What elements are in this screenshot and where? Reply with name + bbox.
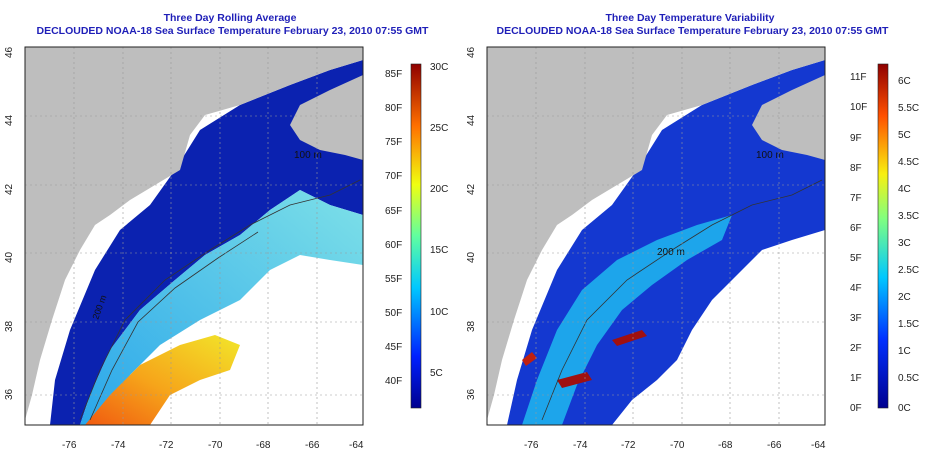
colorbar-c-label: 2.5C	[898, 265, 919, 276]
colorbar-f-label: 45F	[385, 342, 402, 353]
right-title-line2: DECLOUDED NOAA-18 Sea Surface Temperatur…	[496, 25, 889, 37]
colorbar-f-label: 6F	[850, 223, 862, 234]
lat-tick: 38	[466, 320, 477, 332]
variability-shelf	[522, 215, 732, 425]
variability-hotspot	[557, 372, 592, 388]
left-title-line1: Three Day Rolling Average	[163, 12, 297, 24]
colorbar-f-label: 3F	[850, 313, 862, 324]
colorbar-f-label: 4F	[850, 283, 862, 294]
lat-tick: 42	[466, 183, 477, 195]
gulf-stream	[85, 335, 240, 425]
lat-tick: 44	[4, 114, 15, 126]
lon-tick: -68	[256, 440, 271, 451]
isobath-label-100m: 100 m	[294, 150, 322, 161]
lat-tick: 38	[4, 320, 15, 332]
land-novascotia	[290, 75, 363, 160]
colorbar-f-label: 0F	[850, 403, 862, 414]
lon-tick: -66	[767, 440, 782, 451]
isobath-line	[79, 179, 361, 421]
colorbar-c-label: 3C	[898, 238, 911, 249]
colorbar-c-label: 1.5C	[898, 319, 919, 330]
lat-tick: 42	[4, 183, 15, 195]
left-sst-map: 100 m 200 m -76 -74 -72 -70 -68 -66 -64 …	[4, 46, 364, 451]
colorbar-c-label: 10C	[430, 307, 448, 318]
colorbar-f-label: 50F	[385, 308, 402, 319]
lat-tick: 36	[466, 388, 477, 400]
colorbar-c-label: 1C	[898, 346, 911, 357]
right-colorbar: 11F 10F 9F 8F 7F 6F 5F 4F 3F 2F 1F 0F 6C…	[850, 63, 919, 414]
lon-tick: -64	[811, 440, 826, 451]
variability-hotspot	[612, 330, 647, 346]
colorbar-c-label: 0C	[898, 403, 911, 414]
colorbar-c-label: 4.5C	[898, 157, 919, 168]
colorbar-f-label: 40F	[385, 376, 402, 387]
colorbar-f-label: 10F	[850, 102, 867, 113]
colorbar-c-label: 6C	[898, 76, 911, 87]
lat-tick: 36	[4, 388, 15, 400]
colorbar-c-label: 20C	[430, 184, 448, 195]
lon-tick: -70	[670, 440, 685, 451]
colorbar-f-label: 60F	[385, 240, 402, 251]
land-novascotia	[752, 75, 825, 160]
lon-tick: -76	[62, 440, 77, 451]
lon-tick: -72	[621, 440, 636, 451]
lon-tick: -68	[718, 440, 733, 451]
colorbar-f-label: 9F	[850, 133, 862, 144]
colorbar-c-label: 30C	[430, 62, 448, 73]
lat-tick: 46	[4, 46, 15, 58]
land-coast	[487, 47, 825, 420]
colorbar-f-label: 80F	[385, 103, 402, 114]
lon-tick: -74	[573, 440, 588, 451]
land-coast	[25, 47, 363, 420]
colorbar-f-label: 75F	[385, 137, 402, 148]
colorbar-c-label: 4C	[898, 184, 911, 195]
lon-tick: -74	[111, 440, 126, 451]
right-title-line1: Three Day Temperature Variability	[605, 12, 775, 24]
colorbar-f-label: 70F	[385, 171, 402, 182]
shelf-water	[80, 190, 363, 425]
lon-tick: -66	[305, 440, 320, 451]
colorbar-f-label: 2F	[850, 343, 862, 354]
colorbar-c-label: 15C	[430, 245, 448, 256]
lat-tick: 40	[466, 251, 477, 263]
colorbar-c-label: 2C	[898, 292, 911, 303]
colorbar-f-label: 1F	[850, 373, 862, 384]
colorbar-c-label: 0.5C	[898, 373, 919, 384]
lon-tick: -64	[349, 440, 364, 451]
lon-tick: -72	[159, 440, 174, 451]
colorbar-f-label: 55F	[385, 274, 402, 285]
lon-tick: -70	[208, 440, 223, 451]
colorbar-c-label: 25C	[430, 123, 448, 134]
colorbar-f-label: 65F	[385, 206, 402, 217]
colorbar-c-label: 3.5C	[898, 211, 919, 222]
isobath-label-100m: 100 m	[756, 150, 784, 161]
isobath-label-200m: 200 m	[657, 247, 685, 258]
cold-water	[50, 60, 363, 425]
colorbar-c-label: 5.5C	[898, 103, 919, 114]
colorbar-f-label: 11F	[850, 72, 867, 83]
colorbar-f-label: 8F	[850, 163, 862, 174]
colorbar-f-label: 7F	[850, 193, 862, 204]
colorbar-c-label: 5C	[430, 368, 443, 379]
colorbar-f-label: 85F	[385, 69, 402, 80]
left-title-line2: DECLOUDED NOAA-18 Sea Surface Temperatur…	[36, 25, 429, 37]
lat-tick: 40	[4, 251, 15, 263]
colorbar-c-label: 5C	[898, 130, 911, 141]
colorbar-f-label: 5F	[850, 253, 862, 264]
lon-tick: -76	[524, 440, 539, 451]
left-colorbar: 85F 80F 75F 70F 65F 60F 55F 50F 45F 40F …	[385, 62, 448, 409]
lat-tick: 44	[466, 114, 477, 126]
lat-tick: 46	[466, 46, 477, 58]
right-variability-map: 100 m 200 m -76 -74 -72 -70 -68 -66 -64 …	[466, 46, 826, 451]
